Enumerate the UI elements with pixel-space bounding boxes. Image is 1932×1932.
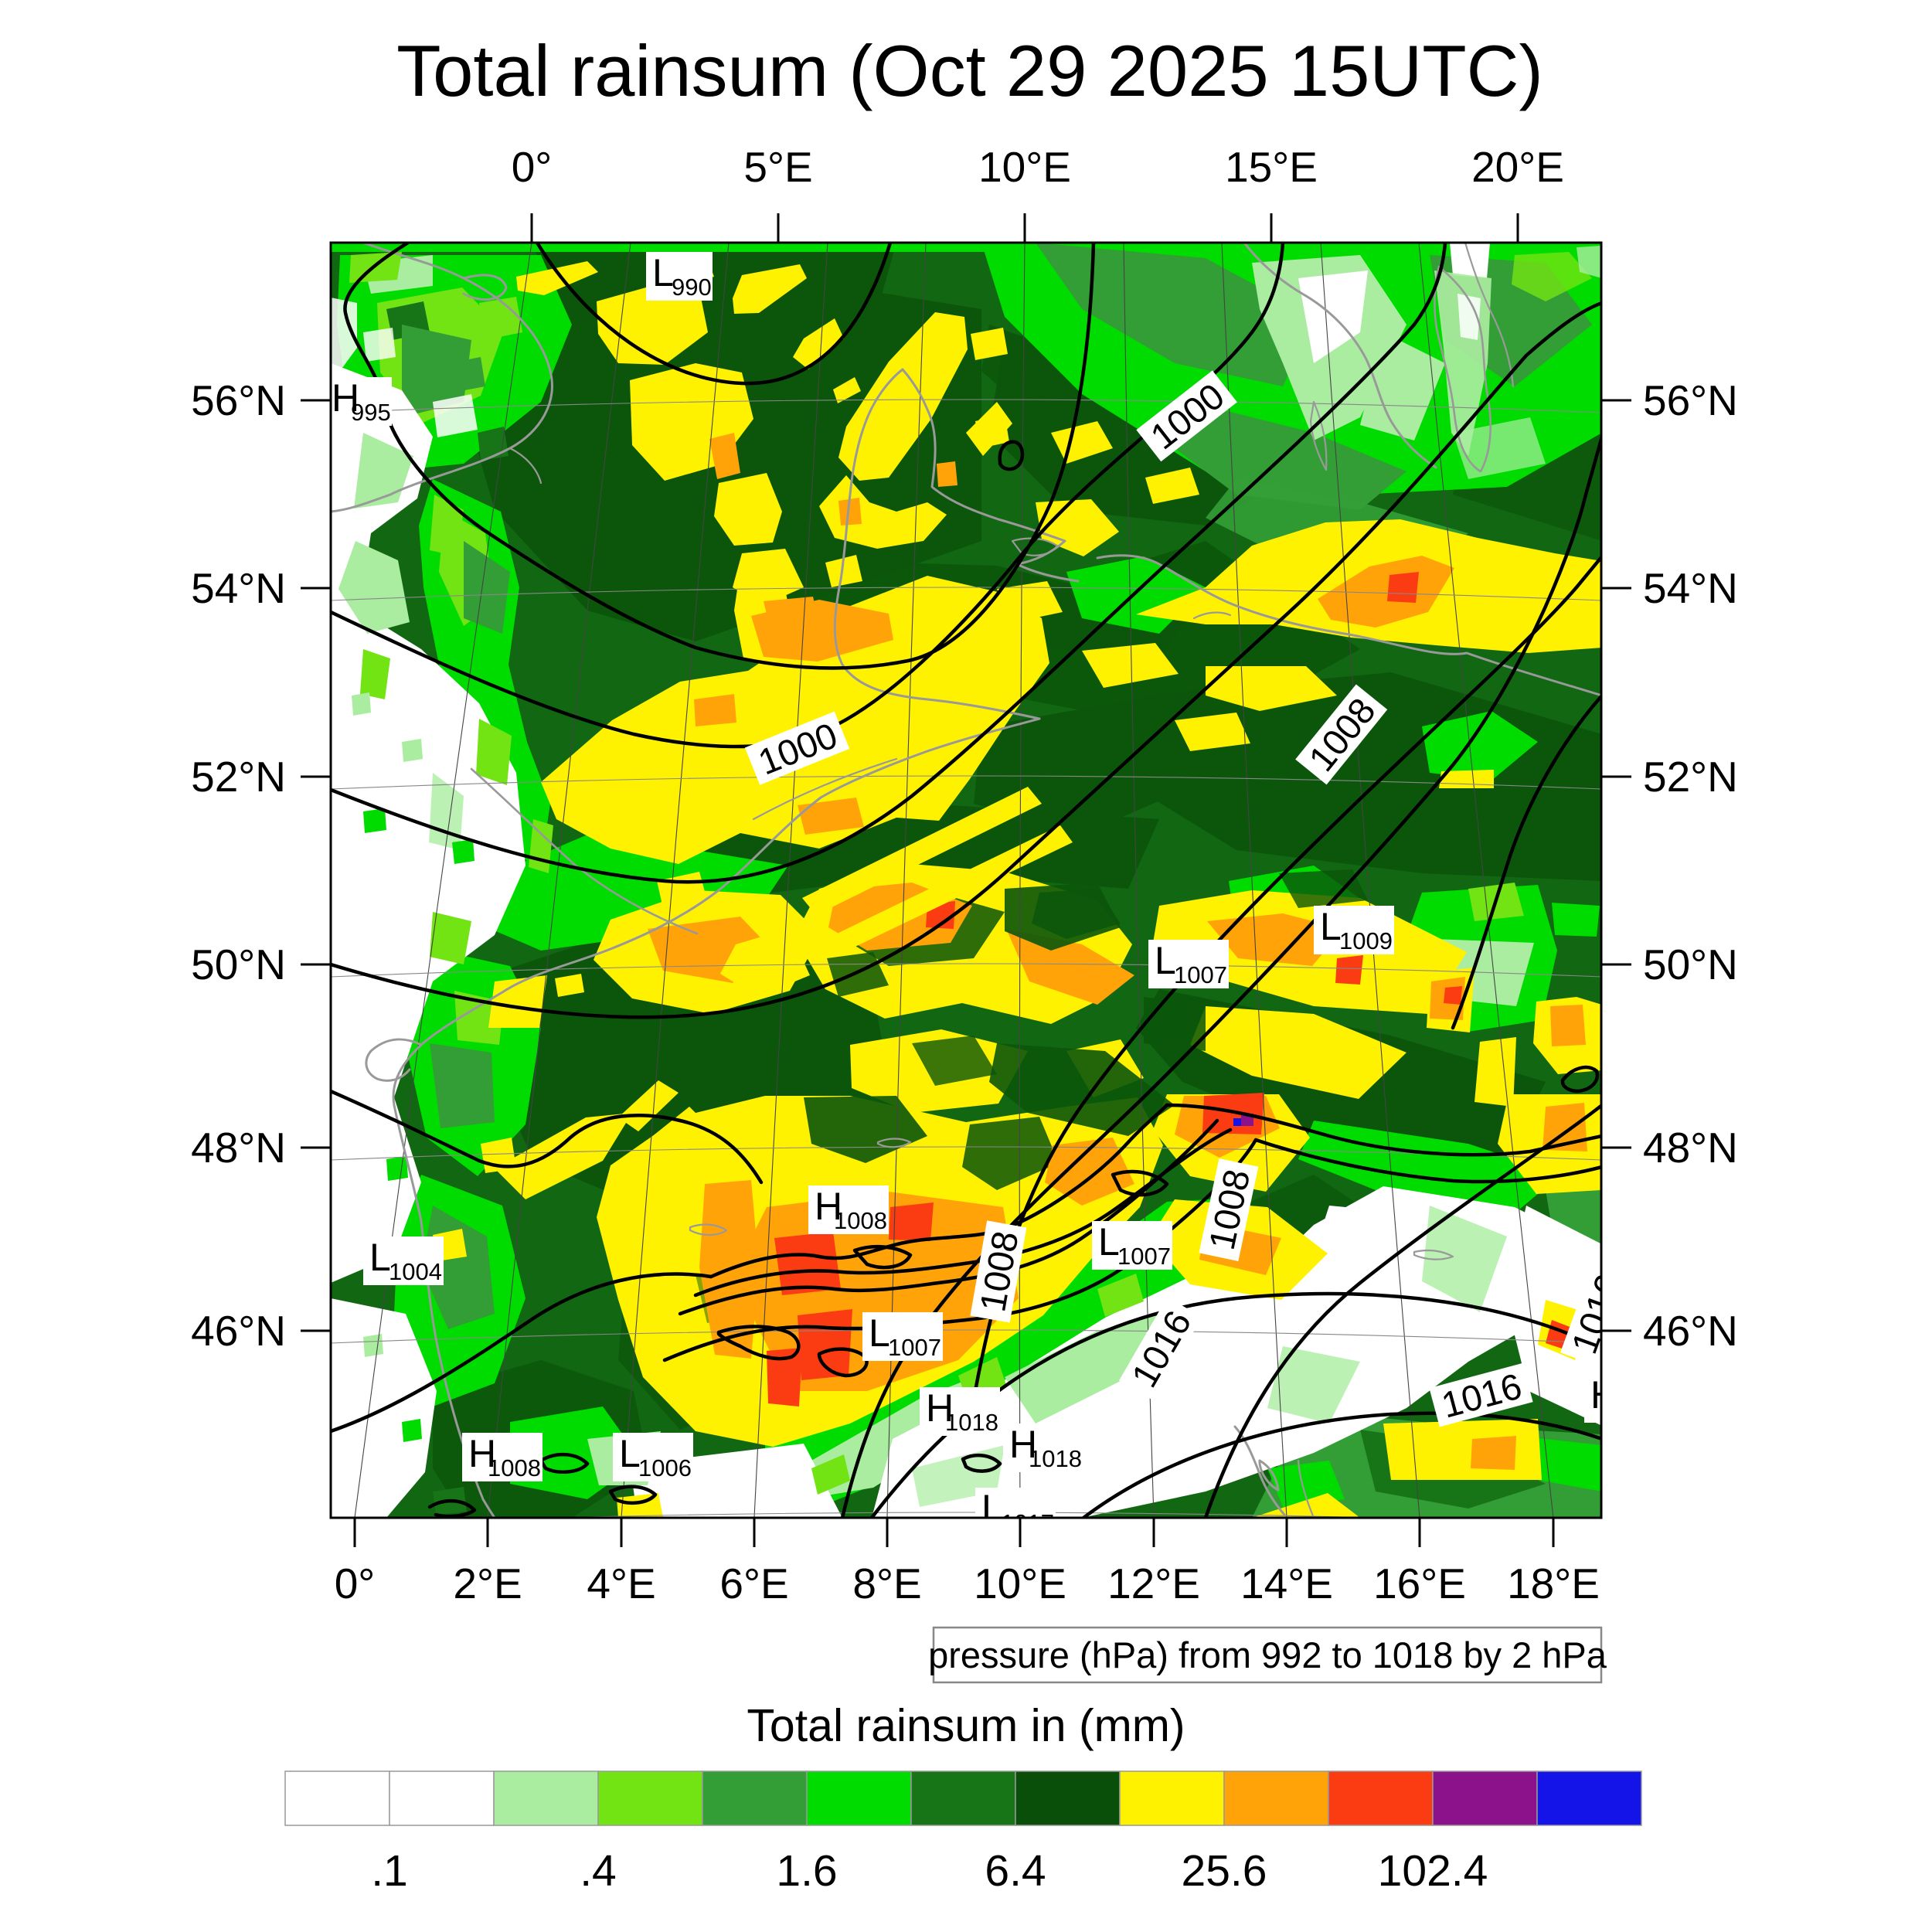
svg-text:14°E: 14°E [1240, 1560, 1333, 1607]
svg-text:L: L [1320, 905, 1342, 948]
svg-text:L: L [369, 1236, 391, 1279]
svg-text:L: L [1155, 939, 1176, 982]
svg-text:102.4: 102.4 [1378, 1846, 1488, 1896]
svg-text:H: H [332, 376, 359, 420]
svg-text:.4: .4 [580, 1846, 617, 1896]
svg-text:990: 990 [672, 274, 712, 301]
svg-text:52°N: 52°N [191, 753, 286, 801]
svg-text:56°N: 56°N [191, 376, 286, 424]
svg-text:H: H [1590, 1373, 1618, 1417]
svg-text:25.6: 25.6 [1182, 1846, 1267, 1896]
svg-text:1007: 1007 [888, 1334, 941, 1361]
svg-text:54°N: 54°N [1643, 564, 1738, 612]
svg-text:54°N: 54°N [191, 564, 286, 612]
svg-text:50°N: 50°N [1643, 940, 1738, 988]
svg-text:4°E: 4°E [587, 1560, 655, 1607]
svg-text:2°E: 2°E [453, 1560, 522, 1607]
svg-text:1009: 1009 [1339, 927, 1393, 954]
svg-text:46°N: 46°N [1643, 1307, 1738, 1355]
svg-text:1007: 1007 [1117, 1243, 1171, 1270]
svg-text:48°N: 48°N [1643, 1124, 1738, 1172]
svg-text:16°E: 16°E [1373, 1560, 1466, 1607]
svg-text:10°E: 10°E [974, 1560, 1066, 1607]
svg-text:L: L [652, 251, 674, 294]
svg-text:0°: 0° [335, 1560, 376, 1607]
svg-text:H: H [1009, 1423, 1037, 1466]
svg-text:1008: 1008 [488, 1454, 541, 1481]
svg-text:L: L [869, 1311, 890, 1355]
svg-text:8°E: 8°E [852, 1560, 921, 1607]
svg-text:5°E: 5°E [743, 143, 812, 191]
svg-text:L: L [1098, 1220, 1120, 1264]
svg-text:1007: 1007 [1174, 961, 1227, 988]
svg-text:56°N: 56°N [1643, 376, 1738, 424]
svg-text:20°E: 20°E [1471, 143, 1564, 191]
svg-text:18°E: 18°E [1507, 1560, 1600, 1607]
svg-text:6.4: 6.4 [985, 1846, 1046, 1896]
svg-text:6°E: 6°E [719, 1560, 788, 1607]
svg-text:pressure (hPa) from 992 to 101: pressure (hPa) from 992 to 1018 by 2 hPa [928, 1634, 1607, 1675]
svg-text:L: L [619, 1432, 641, 1475]
svg-text:H: H [468, 1432, 496, 1475]
svg-text:10°E: 10°E [978, 143, 1071, 191]
svg-text:15°E: 15°E [1225, 143, 1318, 191]
svg-text:.1: .1 [371, 1846, 408, 1896]
svg-text:0°: 0° [512, 143, 553, 191]
svg-text:1.6: 1.6 [776, 1846, 837, 1896]
svg-text:48°N: 48°N [191, 1124, 286, 1172]
svg-text:46°N: 46°N [191, 1307, 286, 1355]
svg-text:52°N: 52°N [1643, 753, 1738, 801]
svg-text:1006: 1006 [638, 1454, 692, 1481]
svg-text:H: H [926, 1386, 954, 1430]
svg-text:Total rainsum (Oct 29 2025 15U: Total rainsum (Oct 29 2025 15UTC) [396, 30, 1543, 111]
svg-text:50°N: 50°N [191, 940, 286, 988]
svg-text:1004: 1004 [389, 1258, 442, 1285]
svg-text:1018: 1018 [1029, 1445, 1082, 1472]
svg-text:1008: 1008 [834, 1207, 887, 1234]
svg-text:1018: 1018 [945, 1409, 998, 1436]
svg-text:1017: 1017 [1001, 1509, 1054, 1536]
svg-text:L: L [981, 1487, 1003, 1530]
svg-text:12°E: 12°E [1107, 1560, 1200, 1607]
svg-text:995: 995 [351, 399, 391, 426]
svg-text:H: H [815, 1185, 842, 1228]
svg-text:Total rainsum in (mm): Total rainsum in (mm) [747, 1700, 1185, 1751]
